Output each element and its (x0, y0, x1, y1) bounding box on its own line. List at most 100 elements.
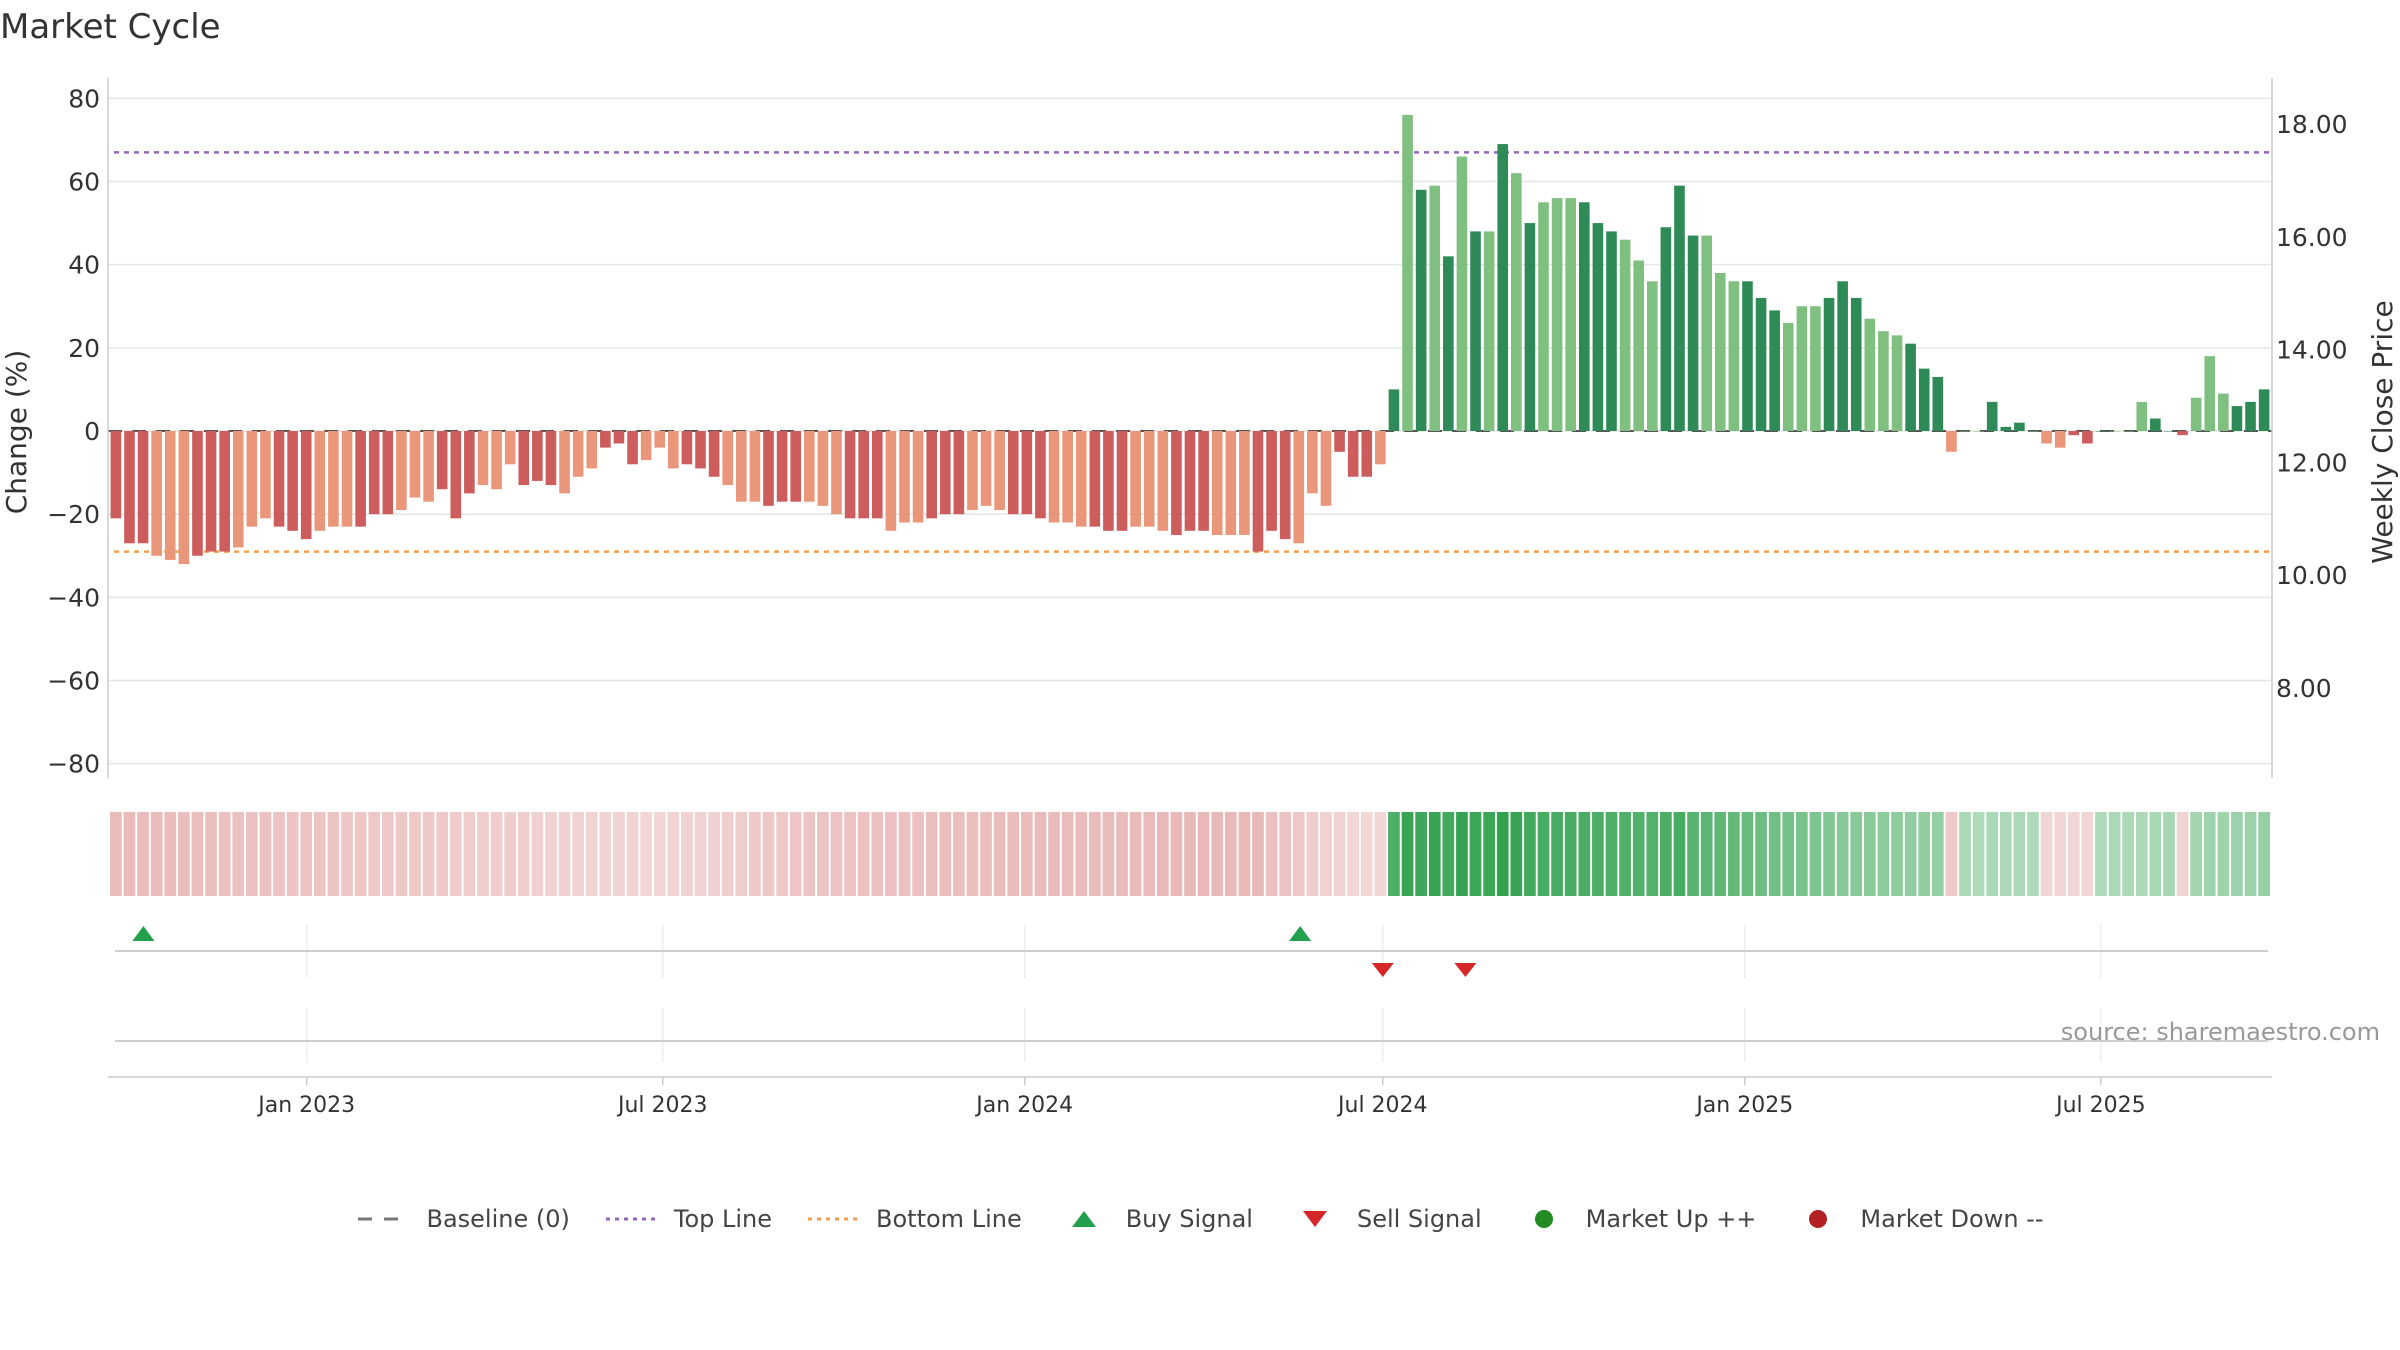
bar (1701, 235, 1712, 431)
strip-cell (558, 812, 571, 896)
strip-cell (776, 812, 788, 896)
strip-cell (1986, 812, 1999, 896)
strip-cell (245, 812, 258, 896)
bar (246, 431, 258, 527)
bar (1157, 431, 1169, 531)
bar (151, 431, 162, 556)
strip-cell (1238, 812, 1251, 896)
x-tick-label: Jan 2025 (1694, 1093, 1793, 1118)
y2-tick-label: 14.00 (2276, 336, 2348, 365)
strip-cell (817, 812, 829, 896)
bar (736, 431, 747, 502)
strip-cell (313, 812, 326, 896)
bar (1551, 198, 1563, 431)
strip-cell (1129, 812, 1142, 896)
strip-cell (1184, 812, 1196, 896)
strip-cell (912, 812, 924, 896)
bar (477, 431, 489, 486)
strip-cell (640, 812, 652, 896)
strip-cell (599, 812, 612, 896)
bar (654, 431, 666, 448)
strip-cell (1170, 812, 1183, 896)
strip-cell (2176, 812, 2189, 896)
bar (899, 431, 910, 523)
bar (205, 431, 217, 552)
bar (164, 431, 176, 560)
bar (749, 431, 761, 502)
strip-cell (1360, 812, 1373, 896)
strip-cell (164, 812, 177, 896)
strip-cell (1156, 812, 1169, 896)
strip-cell (1020, 812, 1033, 896)
bar (2027, 431, 2039, 432)
triangle-up-icon (1056, 1209, 1112, 1229)
y-tick-label: −60 (47, 667, 100, 696)
bar (1048, 431, 1060, 523)
bar (871, 431, 883, 519)
status-panel (115, 1008, 2268, 1062)
bar (1266, 431, 1277, 531)
bar (1823, 297, 1835, 431)
bar (994, 431, 1005, 511)
strip-cell (1034, 812, 1047, 896)
bar (1769, 310, 1780, 431)
strip-cell (545, 812, 557, 896)
strip-cell (1687, 812, 1699, 896)
bar (1307, 431, 1318, 494)
bar (817, 431, 829, 506)
y-axis-label: Change (%) (0, 350, 33, 515)
strip-cell (137, 812, 149, 896)
bar (110, 431, 122, 519)
bar (1279, 431, 1291, 540)
strip-cell (1265, 812, 1278, 896)
legend-item-top: Top Line (604, 1205, 772, 1233)
legend-label: Bottom Line (876, 1205, 1022, 1233)
bar (1742, 281, 1753, 431)
bar (368, 431, 380, 515)
strip-cell (667, 812, 680, 896)
strip-cell (395, 812, 408, 896)
strip-cell (708, 812, 720, 896)
strip-cell (286, 812, 299, 896)
bar (1538, 202, 1549, 431)
strip-cell (1401, 812, 1414, 896)
bar (1075, 431, 1087, 527)
strip-cell (925, 812, 938, 896)
bar (1007, 431, 1019, 515)
bar (1837, 281, 1848, 431)
strip-cell (1741, 812, 1754, 896)
strip-cell (1768, 812, 1781, 896)
bar (803, 431, 815, 502)
strip-cell (1197, 812, 1210, 896)
legend-item-bottom: Bottom Line (806, 1205, 1022, 1233)
legend-label: Baseline (0) (426, 1205, 570, 1233)
strip-cell (1863, 812, 1876, 896)
bar (1511, 173, 1522, 432)
strip-cell (2231, 812, 2243, 896)
strip-cell (504, 812, 517, 896)
strip-cell (2122, 812, 2135, 896)
y-tick-label: −40 (47, 583, 100, 612)
strip-cell (1456, 812, 1468, 896)
strip-cell (572, 812, 584, 896)
bar (436, 431, 448, 490)
strip-cell (1891, 812, 1903, 896)
dot-line-icon (806, 1209, 862, 1229)
strip-cell (232, 812, 245, 896)
sell-signal-marker (1371, 963, 1394, 977)
strip-cell (1075, 812, 1088, 896)
bar (341, 431, 353, 527)
bar (409, 431, 421, 498)
bar (491, 431, 502, 490)
bar (2218, 393, 2229, 431)
bar (953, 431, 965, 515)
strip-cell (1347, 812, 1360, 896)
strip-cell (966, 812, 979, 896)
strip-cell (1483, 812, 1495, 896)
signal-panel (115, 925, 2268, 978)
strip-cell (1143, 812, 1156, 896)
x-tick-label: Jan 2024 (974, 1093, 1073, 1118)
bar (559, 431, 570, 494)
strip-cell (1564, 812, 1577, 896)
strip-cell (436, 812, 449, 896)
